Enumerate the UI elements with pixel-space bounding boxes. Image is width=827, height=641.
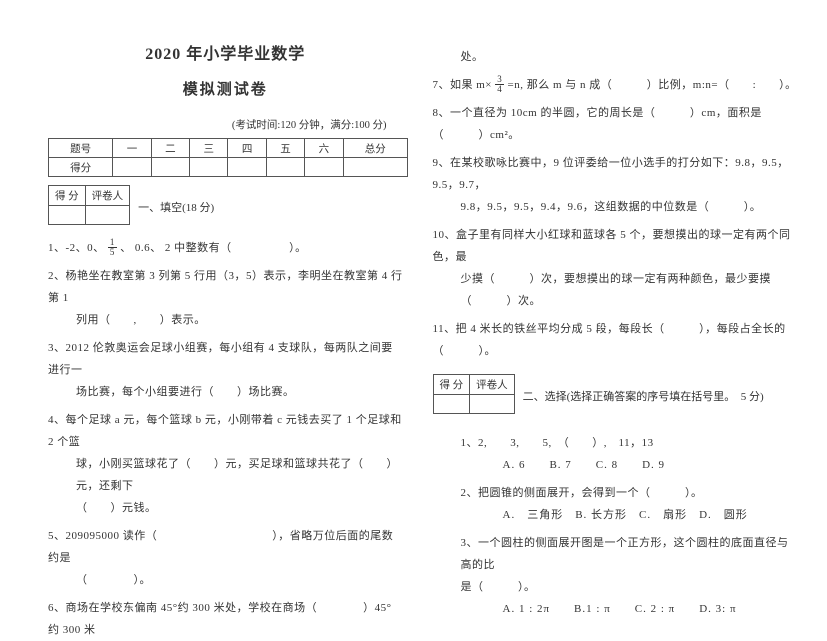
q10b-text: 少摸（ ）次，要想摸出的球一定有两种颜色，最少要摸（ ）次。	[433, 268, 798, 312]
score-h0: 题号	[49, 139, 113, 158]
mini1-b2	[85, 206, 130, 225]
q7-text-b: =n, 那么 m 与 n 成（ ）比例，m:n=（ : ）。	[508, 79, 797, 91]
section1-title: 一、填空(18 分)	[138, 199, 214, 215]
q7: 7、如果 m× 3 4 =n, 那么 m 与 n 成（ ）比例，m:n=（ : …	[433, 74, 798, 96]
s2-q1-text: 1、2, 3, 5, （ ）, 11，13	[433, 432, 654, 454]
q6b: 处。	[433, 46, 798, 68]
score-header-row: 题号 一 二 三 四 五 六 总分	[49, 139, 408, 158]
section2-title: 二、选择(选择正确答案的序号填在括号里。 5 分)	[523, 388, 764, 404]
mini1-c2: 评卷人	[85, 186, 130, 206]
q1-text-b: 、 0.6、 2 中整数有（ ）。	[120, 242, 307, 254]
title-line1: 2020 年小学毕业数学	[48, 40, 403, 64]
mini1-b1	[49, 206, 86, 225]
mini2-c1: 得 分	[433, 375, 470, 395]
s2-q2-text: 2、把圆锥的侧面展开，会得到一个（ ）。	[433, 482, 703, 504]
q1-text-a: 1、-2、0、	[48, 242, 105, 254]
s2-q3: 3、一个圆柱的侧面展开图是一个正方形，这个圆柱的底面直径与高的比 是（ ）。 A…	[433, 532, 798, 620]
q4: 4、每个足球 a 元，每个篮球 b 元，小刚带着 c 元钱去买了 1 个足球和 …	[48, 409, 403, 519]
score-h5: 五	[266, 139, 304, 158]
mini2-b2	[470, 395, 515, 414]
score-c6	[305, 158, 343, 177]
score-c3	[190, 158, 228, 177]
q10: 10、盒子里有同样大小红球和蓝球各 5 个，要想摸出的球一定有两个同色，最 少摸…	[433, 224, 798, 312]
score-row-label: 得分	[49, 158, 113, 177]
q9b-text: 9.8，9.5，9.5，9.4，9.6，这组数据的中位数是（ ）。	[433, 196, 762, 218]
q10-text: 10、盒子里有同样大小红球和蓝球各 5 个，要想摸出的球一定有两个同色，最	[433, 229, 791, 263]
score-h6: 六	[305, 139, 343, 158]
q3: 3、2012 伦敦奥运会足球小组赛，每小组有 4 支球队，每两队之间要进行一 场…	[48, 337, 403, 403]
q4b-text: 球，小刚买篮球花了（ ）元，买足球和篮球共花了（ ）元，还剩下	[48, 453, 403, 497]
q8: 8、一个直径为 10cm 的半圆，它的周长是（ ）cm，面积是（ ）cm²。	[433, 102, 798, 146]
q1-fraction: 1 5	[108, 238, 117, 257]
s2-q1: 1、2, 3, 5, （ ）, 11，13 A. 6 B. 7 C. 8 D. …	[433, 432, 798, 476]
s2-q3-text: 3、一个圆柱的侧面展开图是一个正方形，这个圆柱的底面直径与高的比	[433, 532, 798, 576]
q2b-text: 列用（ , ）表示。	[48, 309, 206, 331]
s2-q3b-text: 是（ ）。	[433, 576, 536, 598]
q4c-text: （ ）元钱。	[48, 497, 157, 519]
s2-q1-opts: A. 6 B. 7 C. 8 D. 9	[433, 459, 666, 471]
score-table: 题号 一 二 三 四 五 六 总分 得分	[48, 138, 408, 177]
mini2-c2: 评卷人	[470, 375, 515, 395]
q11: 11、把 4 米长的铁丝平均分成 5 段，每段长（ ），每段占全长的（ ）。	[433, 318, 798, 362]
score-c7	[343, 158, 407, 177]
mini-score-table-1: 得 分 评卷人	[48, 185, 130, 225]
q2-text: 2、杨艳坐在教室第 3 列第 5 行用（3，5）表示，李明坐在教室第 4 行第 …	[48, 270, 403, 304]
exam-info: (考试时间:120 分钟，满分:100 分)	[48, 117, 403, 132]
q6b-text: 处。	[433, 46, 484, 68]
score-h3: 三	[190, 139, 228, 158]
section1-row: 得 分 评卷人 一、填空(18 分)	[48, 185, 403, 229]
s2-q2-opts: A. 三角形 B. 长方形 C. 扇形 D. 圆形	[433, 509, 748, 521]
left-column: 2020 年小学毕业数学 模拟测试卷 (考试时间:120 分钟，满分:100 分…	[48, 40, 423, 552]
q5: 5、209095000 读作（ ），省略万位后面的尾数约是 （ ）。	[48, 525, 403, 591]
q5-text: 5、209095000 读作（ ），省略万位后面的尾数约是	[48, 530, 393, 564]
s2-q2: 2、把圆锥的侧面展开，会得到一个（ ）。 A. 三角形 B. 长方形 C. 扇形…	[433, 482, 798, 526]
q7-text-a: 7、如果 m×	[433, 79, 493, 91]
mini-score-table-2: 得 分 评卷人	[433, 374, 515, 414]
right-column: 处。 7、如果 m× 3 4 =n, 那么 m 与 n 成（ ）比例，m:n=（…	[423, 40, 798, 552]
q8-text: 8、一个直径为 10cm 的半圆，它的周长是（ ）cm，面积是（ ）cm²。	[433, 107, 762, 141]
score-h1: 一	[113, 139, 151, 158]
score-c5	[266, 158, 304, 177]
q6-text: 6、商场在学校东偏南 45°约 300 米处，学校在商场（ ）45°约 300 …	[48, 602, 392, 636]
q9-text: 9、在某校歌咏比赛中，9 位评委给一位小选手的打分如下：9.8，9.5，9.5，…	[433, 157, 789, 191]
q3-text: 3、2012 伦敦奥运会足球小组赛，每小组有 4 支球队，每两队之间要进行一	[48, 342, 393, 376]
q6: 6、商场在学校东偏南 45°约 300 米处，学校在商场（ ）45°约 300 …	[48, 597, 403, 641]
q7-fraction: 3 4	[495, 75, 504, 94]
score-c2	[151, 158, 189, 177]
mini2-b1	[433, 395, 470, 414]
score-h2: 二	[151, 139, 189, 158]
score-h4: 四	[228, 139, 266, 158]
score-h7: 总分	[343, 139, 407, 158]
q2: 2、杨艳坐在教室第 3 列第 5 行用（3，5）表示，李明坐在教室第 4 行第 …	[48, 265, 403, 331]
q11-text: 11、把 4 米长的铁丝平均分成 5 段，每段长（ ），每段占全长的（ ）。	[433, 323, 786, 357]
q5b-text: （ ）。	[48, 569, 151, 591]
q1-frac-d: 5	[108, 248, 117, 257]
q9: 9、在某校歌咏比赛中，9 位评委给一位小选手的打分如下：9.8，9.5，9.5，…	[433, 152, 798, 218]
section2-row: 得 分 评卷人 二、选择(选择正确答案的序号填在括号里。 5 分)	[433, 374, 798, 418]
q3b-text: 场比赛，每个小组要进行（ ）场比赛。	[48, 381, 295, 403]
score-c4	[228, 158, 266, 177]
score-value-row: 得分	[49, 158, 408, 177]
exam-page: 2020 年小学毕业数学 模拟测试卷 (考试时间:120 分钟，满分:100 分…	[0, 0, 827, 572]
mini1-c1: 得 分	[49, 186, 86, 206]
score-c1	[113, 158, 151, 177]
q4-text: 4、每个足球 a 元，每个篮球 b 元，小刚带着 c 元钱去买了 1 个足球和 …	[48, 414, 402, 448]
s2-q3-opts: A. 1 : 2π B.1 : π C. 2 : π D. 3: π	[433, 603, 737, 615]
q1: 1、-2、0、 1 5 、 0.6、 2 中整数有（ ）。	[48, 237, 403, 259]
q7-frac-d: 4	[495, 85, 504, 94]
title-line2: 模拟测试卷	[48, 78, 403, 99]
